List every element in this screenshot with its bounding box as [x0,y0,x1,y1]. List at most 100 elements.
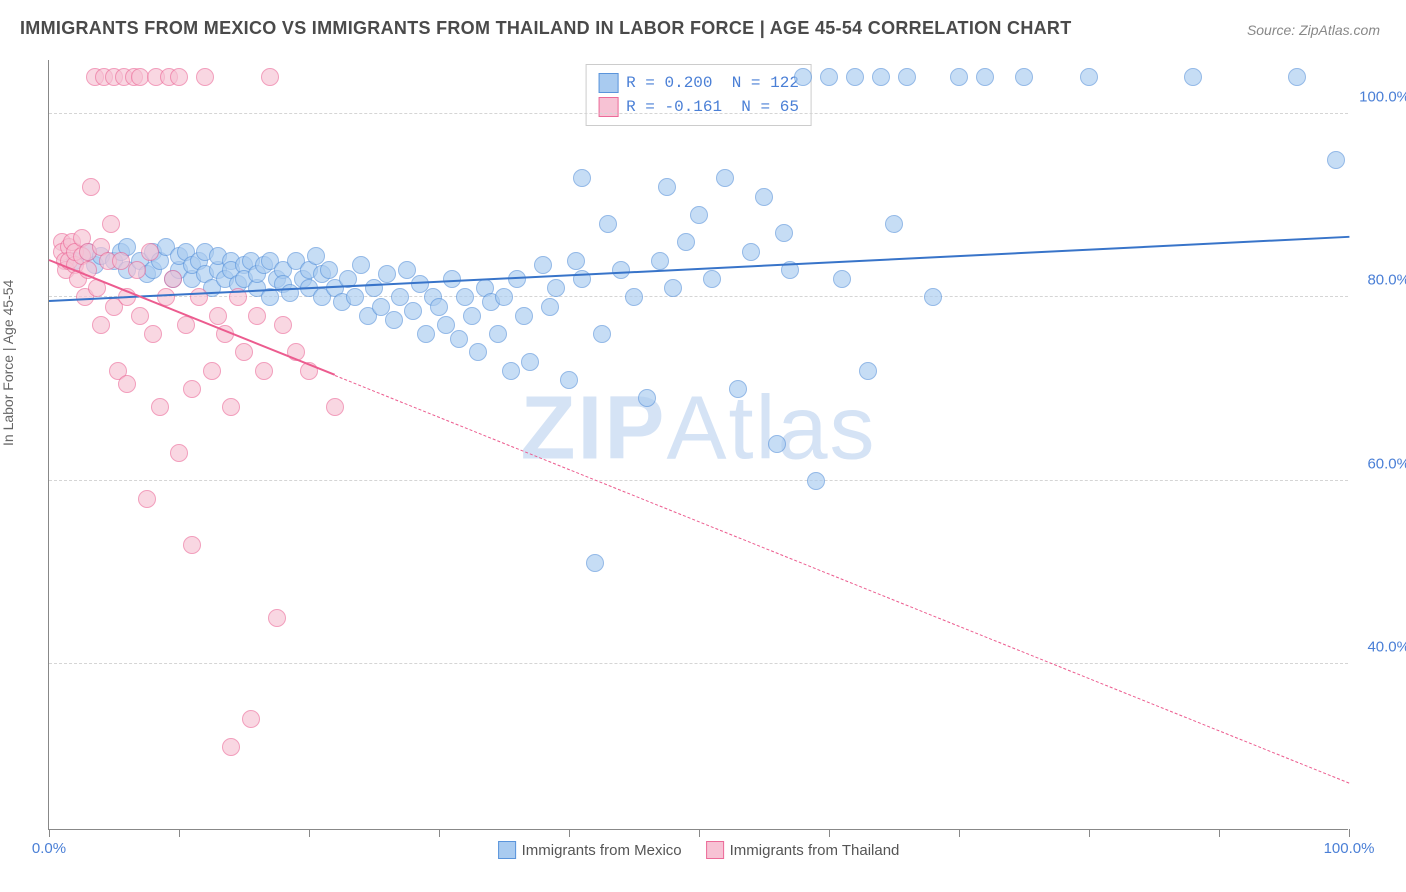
x-tick [959,829,960,837]
data-point [547,279,565,297]
data-point [144,325,162,343]
data-point [567,252,585,270]
data-point [515,307,533,325]
data-point [242,710,260,728]
data-point [112,252,130,270]
data-point [833,270,851,288]
x-tick [49,829,50,837]
data-point [1015,68,1033,86]
data-point [352,256,370,274]
watermark: ZIPAtlas [520,378,876,481]
x-tick [1349,829,1350,837]
data-point [82,178,100,196]
data-point [794,68,812,86]
data-point [1080,68,1098,86]
data-point [131,307,149,325]
x-tick-label: 100.0% [1324,840,1375,857]
data-point [820,68,838,86]
data-point [768,435,786,453]
data-point [976,68,994,86]
data-point [625,288,643,306]
data-point [489,325,507,343]
x-tick [829,829,830,837]
data-point [274,316,292,334]
data-point [281,284,299,302]
correlation-legend: R = 0.200 N = 122R = -0.161 N = 65 [585,64,812,126]
data-point [92,316,110,334]
chart-title: IMMIGRANTS FROM MEXICO VS IMMIGRANTS FRO… [20,18,1072,39]
data-point [729,380,747,398]
data-point [203,362,221,380]
series-legend: Immigrants from MexicoImmigrants from Th… [498,841,900,859]
legend-stat-row: R = -0.161 N = 65 [598,95,799,119]
data-point [469,343,487,361]
data-point [141,243,159,261]
data-point [320,261,338,279]
data-point [1288,68,1306,86]
data-point [222,738,240,756]
gridline [49,113,1348,114]
trend-line [335,375,1349,783]
data-point [365,279,383,297]
data-point [164,270,182,288]
data-point [898,68,916,86]
data-point [183,536,201,554]
data-point [593,325,611,343]
data-point [534,256,552,274]
legend-stat-row: R = 0.200 N = 122 [598,71,799,95]
data-point [196,68,214,86]
data-point [255,362,273,380]
data-point [716,169,734,187]
data-point [248,307,266,325]
legend-item: Immigrants from Thailand [706,841,900,859]
data-point [235,343,253,361]
data-point [690,206,708,224]
data-point [742,243,760,261]
x-tick [309,829,310,837]
data-point [885,215,903,233]
data-point [658,178,676,196]
data-point [859,362,877,380]
data-point [1327,151,1345,169]
data-point [638,389,656,407]
data-point [378,265,396,283]
data-point [463,307,481,325]
data-point [450,330,468,348]
data-point [612,261,630,279]
data-point [170,68,188,86]
y-tick-label: 100.0% [1359,89,1406,106]
data-point [1184,68,1202,86]
data-point [703,270,721,288]
y-axis-label: In Labor Force | Age 45-54 [0,280,16,446]
data-point [385,311,403,329]
x-tick [569,829,570,837]
x-tick-label: 0.0% [32,840,66,857]
data-point [521,353,539,371]
data-point [261,68,279,86]
data-point [807,472,825,490]
data-point [560,371,578,389]
data-point [541,298,559,316]
data-point [586,554,604,572]
scatter-plot: ZIPAtlas R = 0.200 N = 122R = -0.161 N =… [48,60,1348,830]
data-point [326,398,344,416]
x-tick [1219,829,1220,837]
data-point [268,609,286,627]
data-point [128,261,146,279]
y-tick-label: 80.0% [1367,272,1406,289]
data-point [138,490,156,508]
data-point [222,398,240,416]
data-point [346,288,364,306]
data-point [599,215,617,233]
data-point [502,362,520,380]
data-point [872,68,890,86]
data-point [404,302,422,320]
data-point [151,398,169,416]
data-point [573,169,591,187]
data-point [775,224,793,242]
gridline [49,480,1348,481]
y-tick-label: 40.0% [1367,639,1406,656]
data-point [118,375,136,393]
x-tick [439,829,440,837]
data-point [950,68,968,86]
